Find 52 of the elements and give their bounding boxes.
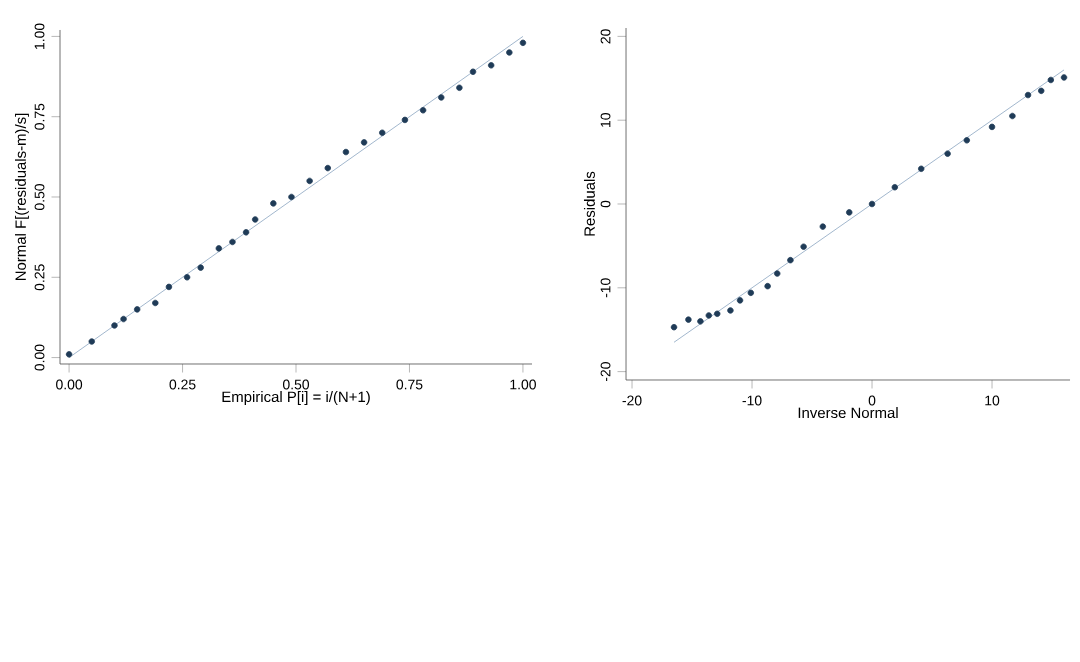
point	[705, 312, 713, 319]
point	[242, 229, 250, 236]
point	[506, 49, 513, 56]
point	[133, 306, 141, 313]
point	[456, 84, 463, 91]
point	[183, 274, 191, 281]
point	[747, 289, 755, 297]
point	[215, 245, 223, 252]
point	[120, 315, 127, 323]
point	[1038, 87, 1045, 95]
point	[1024, 91, 1032, 99]
point	[88, 338, 95, 345]
point	[419, 107, 427, 114]
point	[487, 62, 495, 69]
point	[988, 123, 996, 131]
point	[229, 238, 236, 246]
point	[111, 322, 118, 329]
point	[868, 200, 876, 208]
point	[727, 307, 734, 314]
point	[1047, 76, 1055, 84]
point	[197, 264, 204, 271]
point	[670, 324, 678, 331]
point	[846, 209, 853, 216]
point	[251, 216, 259, 223]
point	[697, 318, 704, 325]
point	[1009, 112, 1016, 120]
point	[270, 200, 277, 207]
point	[800, 243, 807, 250]
point	[764, 282, 771, 290]
point	[685, 316, 692, 323]
point	[379, 129, 386, 136]
point	[819, 223, 827, 230]
point	[944, 150, 951, 157]
point	[774, 270, 781, 277]
point	[918, 165, 925, 172]
point	[438, 94, 445, 101]
point	[736, 297, 744, 304]
point	[342, 148, 350, 156]
point	[288, 193, 295, 201]
point	[963, 137, 971, 144]
point	[519, 39, 527, 47]
point	[787, 256, 794, 264]
point	[306, 177, 313, 185]
point	[165, 283, 173, 291]
point	[324, 164, 331, 172]
point	[152, 299, 159, 307]
point	[401, 116, 409, 124]
point	[891, 184, 899, 191]
point	[360, 139, 368, 146]
point	[469, 68, 477, 75]
point	[714, 310, 721, 317]
point	[65, 351, 73, 358]
